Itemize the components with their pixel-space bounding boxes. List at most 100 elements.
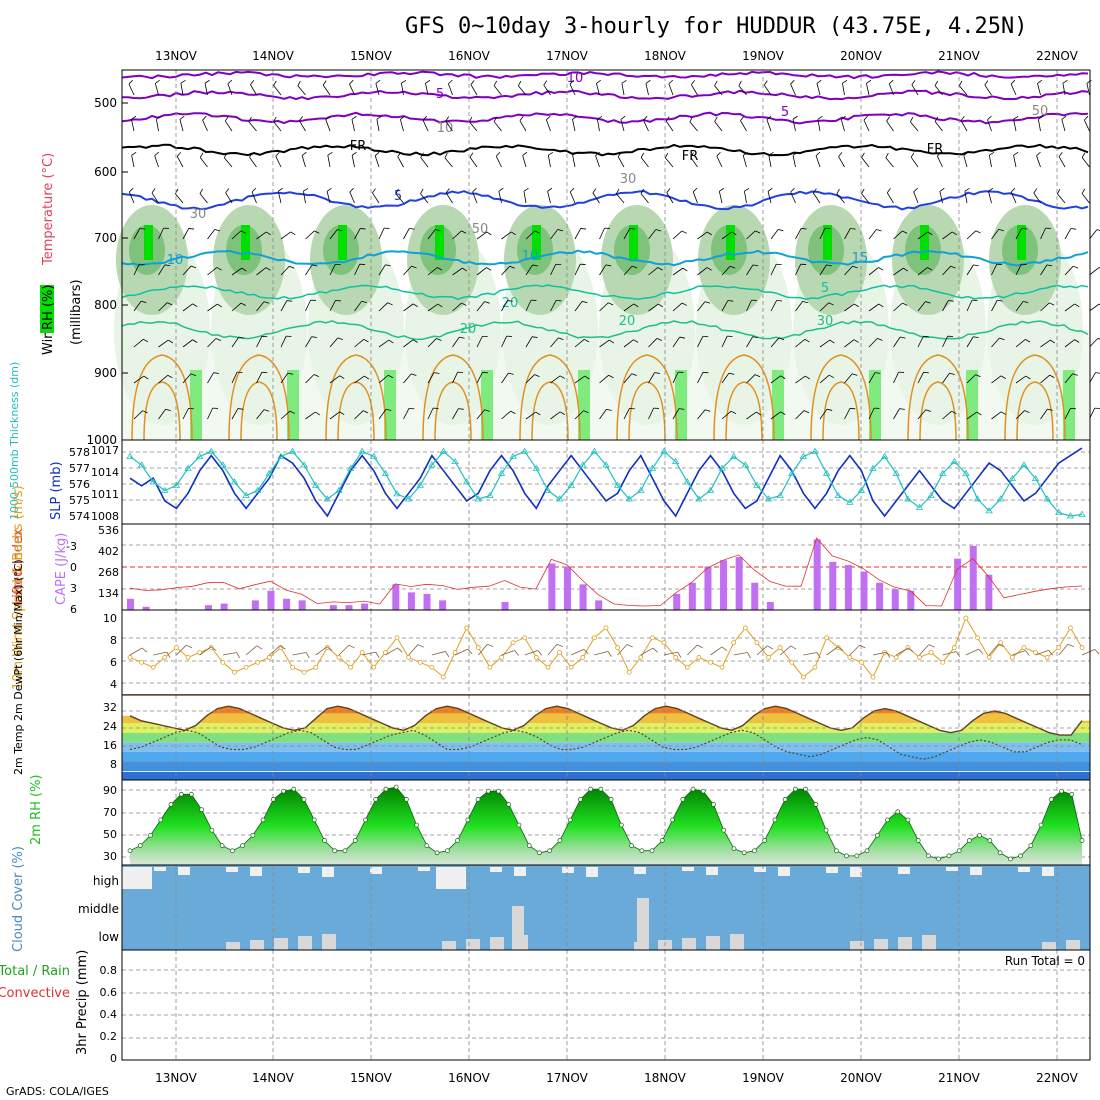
wind-barb-flag (306, 652, 309, 658)
cape-tick: 268 (98, 566, 119, 579)
surface-wind-barb (896, 647, 913, 660)
wind10-marker (534, 655, 538, 659)
wind10-marker (929, 651, 933, 655)
wind10-marker (976, 636, 980, 640)
cloud-low-bar (874, 939, 888, 950)
date-label-bottom: 14NOV (252, 1071, 294, 1085)
temp-band (122, 772, 1090, 780)
rh2m-marker (200, 808, 204, 812)
cloud-high-bar (178, 867, 190, 875)
wind-barb-flag (791, 645, 796, 651)
date-label-bottom: 21NOV (938, 1071, 980, 1085)
cape-bar (252, 600, 259, 610)
wind10-marker (755, 641, 759, 645)
rh2m-marker (343, 849, 347, 853)
rh2m-marker (763, 838, 767, 842)
wind-barb-staff (710, 647, 721, 655)
slp-tick: 1017 (91, 444, 119, 457)
wind10-marker (732, 641, 736, 645)
cape-tick: 402 (98, 545, 119, 558)
rh2m-marker (394, 785, 398, 789)
rh2m-marker (486, 789, 490, 793)
rh2m-marker (425, 844, 429, 848)
date-label-top: 18NOV (644, 49, 686, 63)
wind10-marker (825, 636, 829, 640)
rh2m-marker (1060, 789, 1064, 793)
cloud-high-bar (322, 867, 334, 877)
wind10-marker (546, 665, 550, 669)
temp2m-tick: 32 (103, 701, 117, 714)
rh2m-marker (865, 849, 869, 853)
wind10-marker (639, 655, 643, 659)
cape-bar (127, 599, 134, 610)
wind10-marker (453, 651, 457, 655)
rh2m-marker (537, 851, 541, 855)
page-title: GFS 0~10day 3-hourly for HUDDUR (43.75E,… (405, 14, 1028, 39)
wind-barb-flag (1026, 650, 1030, 656)
rh2m-marker (1049, 797, 1053, 801)
wind-barb-flag (1068, 643, 1074, 648)
wind10-marker (221, 660, 225, 664)
rh2m-tick: 30 (103, 850, 117, 863)
contour-label: 30 (620, 172, 637, 187)
wind10-marker (1057, 646, 1061, 650)
wind-barb-flag (678, 652, 681, 658)
cloud-low-bar (250, 940, 264, 950)
cloud-low-bar (682, 938, 696, 950)
wind-barb-flag (349, 644, 355, 650)
cloud-high-bar (370, 867, 382, 874)
rh2m-marker (159, 818, 163, 822)
wind10-marker (372, 665, 376, 669)
cape-bar (689, 583, 696, 610)
pressure-tick: 600 (94, 165, 117, 179)
thickness-tick: 578 (69, 446, 90, 459)
li-tick: 3 (70, 582, 77, 595)
rh2m-marker (282, 789, 286, 793)
wind-barb-flag (418, 643, 424, 648)
wind10-marker (592, 636, 596, 640)
temp2m-tick: 16 (103, 739, 117, 752)
cloud-mid-bar (637, 898, 649, 950)
wind10-marker (662, 641, 666, 645)
rh2m-marker (732, 847, 736, 851)
date-label-top: 22NOV (1036, 49, 1078, 63)
cloud-high-bar (298, 867, 310, 873)
rh2m-marker (783, 797, 787, 801)
wind-barb-staff (1090, 230, 1097, 239)
rh2m-marker (302, 797, 306, 801)
wind-barb-staff (1082, 649, 1095, 655)
rh2m-marker (415, 823, 419, 827)
rh-shade (1017, 225, 1026, 260)
cloud-low-bar (706, 936, 720, 950)
wind-barb-flag (767, 644, 772, 650)
rh2m-marker (1029, 844, 1033, 848)
wind10-marker (151, 665, 155, 669)
wind10-marker (743, 626, 747, 630)
temp2m-tick: 24 (103, 720, 117, 733)
wind10-marker (558, 651, 562, 655)
rh2m-marker (322, 838, 326, 842)
contour-label: FR (927, 142, 944, 157)
wind10-marker (616, 646, 620, 650)
cloud-high-bar (946, 867, 958, 871)
rh2m-marker (916, 838, 920, 842)
rh2m-marker (589, 787, 593, 791)
rh2m-marker (466, 818, 470, 822)
contour-label: 5 (436, 87, 444, 102)
rh2m-marker (671, 818, 675, 822)
rh2m-marker (824, 828, 828, 832)
rh2m-marker (967, 838, 971, 842)
contour-label: 10 (567, 71, 584, 86)
rh2m-marker (251, 833, 255, 837)
wind10-marker (407, 655, 411, 659)
cloud-bg (122, 865, 1090, 950)
rh2m-marker (691, 787, 695, 791)
cloud-high-bar (706, 867, 718, 875)
rh2m-tick: 50 (103, 828, 117, 841)
ylabel-temperature: Temperature (°C) (41, 153, 56, 266)
rh2m-marker (650, 849, 654, 853)
cape-bar (345, 605, 352, 610)
panels: 50060070080090010001055FRFRFR10510101552… (0, 70, 1100, 1065)
wind10-marker (627, 670, 631, 674)
wind-barb-flag (747, 652, 750, 658)
